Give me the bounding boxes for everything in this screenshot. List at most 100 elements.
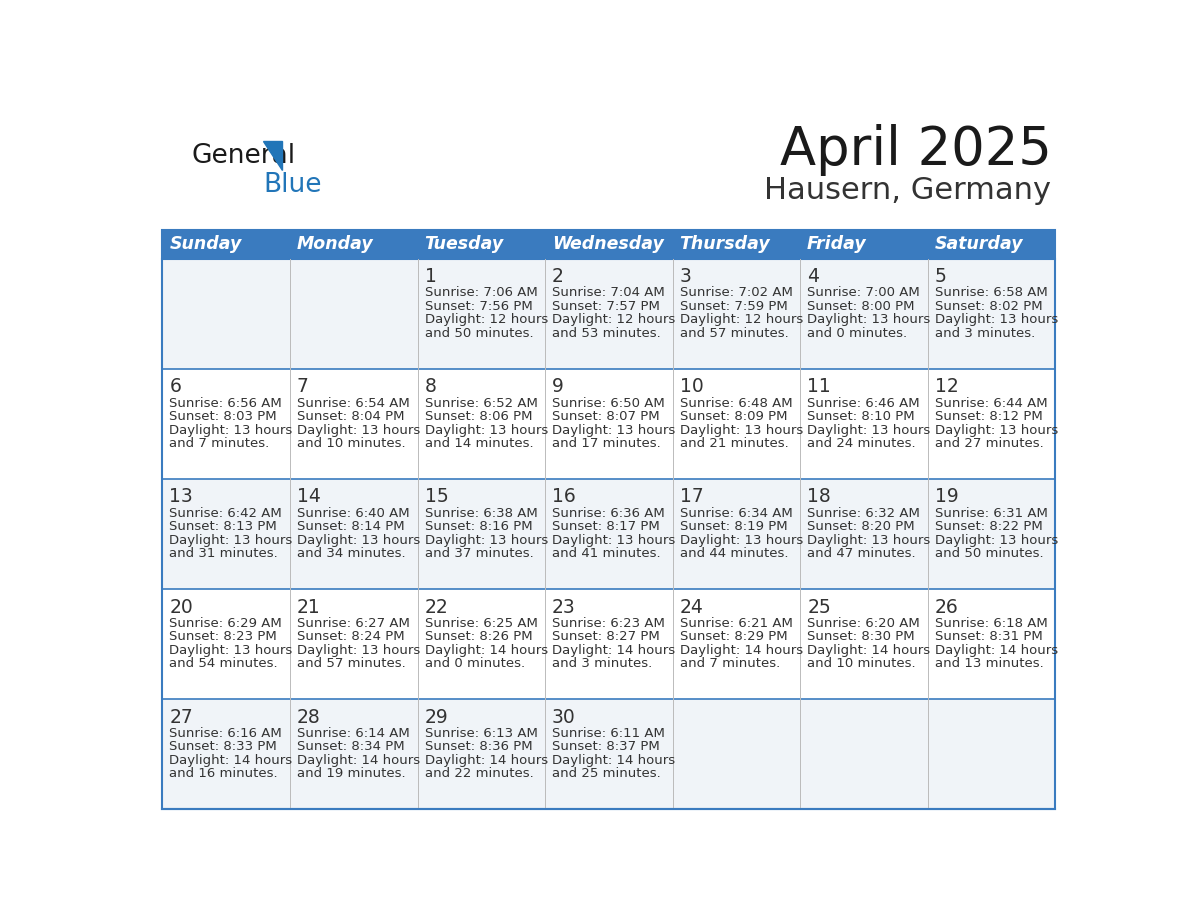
Text: Sunset: 7:57 PM: Sunset: 7:57 PM: [552, 300, 659, 313]
Text: 26: 26: [935, 598, 959, 617]
Text: and 34 minutes.: and 34 minutes.: [297, 547, 405, 560]
Text: 28: 28: [297, 708, 321, 727]
Text: Daylight: 12 hours: Daylight: 12 hours: [552, 313, 675, 327]
Text: and 57 minutes.: and 57 minutes.: [297, 657, 406, 670]
Bar: [163, 230, 1055, 810]
Text: and 37 minutes.: and 37 minutes.: [424, 547, 533, 560]
Text: Daylight: 14 hours: Daylight: 14 hours: [424, 754, 548, 767]
Bar: [163, 700, 1055, 810]
Text: Sunrise: 6:18 AM: Sunrise: 6:18 AM: [935, 617, 1048, 630]
Text: 11: 11: [807, 377, 830, 397]
Text: Sunrise: 7:02 AM: Sunrise: 7:02 AM: [680, 286, 792, 299]
Text: Sunset: 8:17 PM: Sunset: 8:17 PM: [552, 521, 659, 533]
Text: Sunset: 8:30 PM: Sunset: 8:30 PM: [807, 631, 915, 644]
Text: General: General: [191, 143, 296, 169]
Text: and 44 minutes.: and 44 minutes.: [680, 547, 788, 560]
Text: and 10 minutes.: and 10 minutes.: [297, 437, 405, 450]
Text: Sunrise: 6:54 AM: Sunrise: 6:54 AM: [297, 397, 410, 409]
Text: and 27 minutes.: and 27 minutes.: [935, 437, 1043, 450]
Text: Sunrise: 6:20 AM: Sunrise: 6:20 AM: [807, 617, 920, 630]
Text: Sunset: 8:23 PM: Sunset: 8:23 PM: [170, 631, 277, 644]
Text: Daylight: 14 hours: Daylight: 14 hours: [552, 754, 675, 767]
Text: Daylight: 13 hours: Daylight: 13 hours: [297, 644, 421, 656]
Text: Sunset: 8:36 PM: Sunset: 8:36 PM: [424, 741, 532, 754]
Text: Daylight: 13 hours: Daylight: 13 hours: [170, 644, 292, 656]
Text: 20: 20: [170, 598, 194, 617]
Text: Daylight: 12 hours: Daylight: 12 hours: [424, 313, 548, 327]
Text: Sunset: 8:24 PM: Sunset: 8:24 PM: [297, 631, 405, 644]
Text: Sunset: 8:19 PM: Sunset: 8:19 PM: [680, 521, 788, 533]
Text: and 31 minutes.: and 31 minutes.: [170, 547, 278, 560]
Text: Daylight: 13 hours: Daylight: 13 hours: [552, 533, 675, 546]
Text: 24: 24: [680, 598, 703, 617]
Text: 22: 22: [424, 598, 448, 617]
Text: Sunset: 8:12 PM: Sunset: 8:12 PM: [935, 410, 1042, 423]
Text: 17: 17: [680, 487, 703, 507]
Text: 30: 30: [552, 708, 576, 727]
Bar: [163, 479, 1055, 589]
Text: Sunset: 8:27 PM: Sunset: 8:27 PM: [552, 631, 659, 644]
Text: Daylight: 14 hours: Daylight: 14 hours: [424, 644, 548, 656]
Text: Sunrise: 6:58 AM: Sunrise: 6:58 AM: [935, 286, 1048, 299]
Text: Sunrise: 6:48 AM: Sunrise: 6:48 AM: [680, 397, 792, 409]
Text: and 53 minutes.: and 53 minutes.: [552, 327, 661, 340]
Text: 2: 2: [552, 267, 564, 286]
Text: 4: 4: [807, 267, 820, 286]
Text: and 7 minutes.: and 7 minutes.: [680, 657, 779, 670]
Text: Sunrise: 6:46 AM: Sunrise: 6:46 AM: [807, 397, 920, 409]
Text: Sunrise: 6:56 AM: Sunrise: 6:56 AM: [170, 397, 283, 409]
Text: Sunset: 8:20 PM: Sunset: 8:20 PM: [807, 521, 915, 533]
Text: Sunrise: 7:06 AM: Sunrise: 7:06 AM: [424, 286, 537, 299]
Text: Daylight: 14 hours: Daylight: 14 hours: [807, 644, 930, 656]
Text: Daylight: 13 hours: Daylight: 13 hours: [807, 423, 930, 437]
Text: Daylight: 14 hours: Daylight: 14 hours: [552, 644, 675, 656]
Text: Sunset: 8:31 PM: Sunset: 8:31 PM: [935, 631, 1042, 644]
Text: and 24 minutes.: and 24 minutes.: [807, 437, 916, 450]
Text: Daylight: 13 hours: Daylight: 13 hours: [552, 423, 675, 437]
Text: Sunset: 8:13 PM: Sunset: 8:13 PM: [170, 521, 277, 533]
Text: and 47 minutes.: and 47 minutes.: [807, 547, 916, 560]
Text: 16: 16: [552, 487, 576, 507]
Text: 7: 7: [297, 377, 309, 397]
Text: Sunrise: 6:13 AM: Sunrise: 6:13 AM: [424, 727, 537, 740]
Text: Sunrise: 6:38 AM: Sunrise: 6:38 AM: [424, 507, 537, 520]
Text: Monday: Monday: [297, 235, 374, 253]
Text: Sunrise: 6:32 AM: Sunrise: 6:32 AM: [807, 507, 920, 520]
Text: Daylight: 14 hours: Daylight: 14 hours: [935, 644, 1057, 656]
Text: Saturday: Saturday: [935, 235, 1023, 253]
Text: and 57 minutes.: and 57 minutes.: [680, 327, 789, 340]
Text: Sunrise: 6:29 AM: Sunrise: 6:29 AM: [170, 617, 283, 630]
Text: Sunrise: 7:04 AM: Sunrise: 7:04 AM: [552, 286, 665, 299]
Text: and 21 minutes.: and 21 minutes.: [680, 437, 789, 450]
Text: and 3 minutes.: and 3 minutes.: [935, 327, 1035, 340]
Text: and 0 minutes.: and 0 minutes.: [807, 327, 908, 340]
Text: Daylight: 13 hours: Daylight: 13 hours: [297, 423, 421, 437]
Text: 10: 10: [680, 377, 703, 397]
Text: 21: 21: [297, 598, 321, 617]
Text: 27: 27: [170, 708, 194, 727]
Text: Sunset: 8:02 PM: Sunset: 8:02 PM: [935, 300, 1042, 313]
Text: Sunday: Sunday: [170, 235, 242, 253]
Text: Sunrise: 6:21 AM: Sunrise: 6:21 AM: [680, 617, 792, 630]
Text: Blue: Blue: [264, 172, 322, 197]
Text: Sunrise: 7:00 AM: Sunrise: 7:00 AM: [807, 286, 920, 299]
Text: 13: 13: [170, 487, 194, 507]
Text: 12: 12: [935, 377, 959, 397]
Text: 1: 1: [424, 267, 436, 286]
Text: Daylight: 13 hours: Daylight: 13 hours: [807, 313, 930, 327]
Text: 19: 19: [935, 487, 959, 507]
Text: Sunset: 8:14 PM: Sunset: 8:14 PM: [297, 521, 405, 533]
Text: Sunrise: 6:52 AM: Sunrise: 6:52 AM: [424, 397, 537, 409]
Text: and 50 minutes.: and 50 minutes.: [935, 547, 1043, 560]
Text: and 17 minutes.: and 17 minutes.: [552, 437, 661, 450]
Text: Sunrise: 6:23 AM: Sunrise: 6:23 AM: [552, 617, 665, 630]
Text: Sunrise: 6:44 AM: Sunrise: 6:44 AM: [935, 397, 1048, 409]
Text: Thursday: Thursday: [680, 235, 770, 253]
Text: Sunset: 8:22 PM: Sunset: 8:22 PM: [935, 521, 1042, 533]
Text: Sunset: 7:59 PM: Sunset: 7:59 PM: [680, 300, 788, 313]
Text: Sunset: 8:37 PM: Sunset: 8:37 PM: [552, 741, 659, 754]
Text: Sunset: 8:26 PM: Sunset: 8:26 PM: [424, 631, 532, 644]
Text: Sunrise: 6:36 AM: Sunrise: 6:36 AM: [552, 507, 665, 520]
Text: Daylight: 14 hours: Daylight: 14 hours: [680, 644, 803, 656]
Text: and 50 minutes.: and 50 minutes.: [424, 327, 533, 340]
